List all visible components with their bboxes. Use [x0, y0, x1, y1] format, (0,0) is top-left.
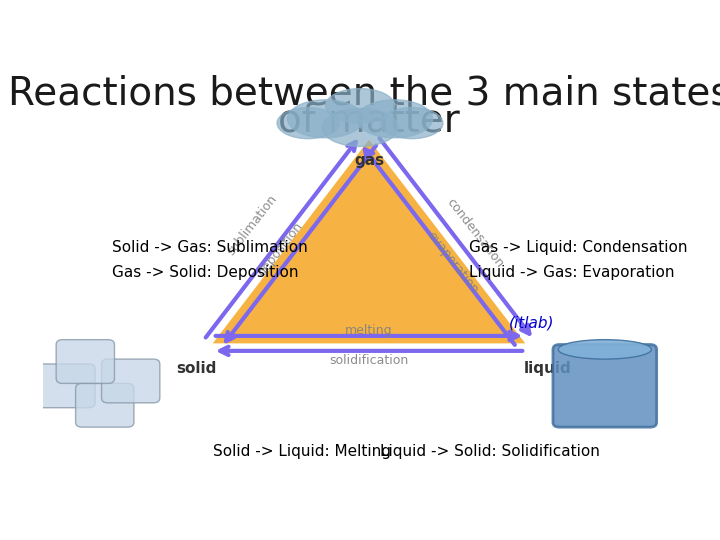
Text: solid: solid — [176, 361, 216, 376]
Text: Solid -> Gas: Sublimation: Solid -> Gas: Sublimation — [112, 240, 308, 255]
Text: liquid: liquid — [523, 361, 572, 376]
Text: Solid -> Liquid: Melting: Solid -> Liquid: Melting — [213, 444, 391, 459]
Text: sublimation: sublimation — [224, 192, 279, 258]
Text: solidification: solidification — [329, 354, 409, 367]
Circle shape — [322, 109, 398, 146]
FancyBboxPatch shape — [553, 345, 657, 427]
FancyBboxPatch shape — [76, 383, 134, 427]
Ellipse shape — [558, 340, 652, 359]
Text: of matter: of matter — [278, 102, 460, 140]
Text: Liquid -> Solid: Solidification: Liquid -> Solid: Solidification — [380, 444, 600, 459]
Circle shape — [356, 100, 433, 138]
FancyBboxPatch shape — [56, 340, 114, 383]
Circle shape — [287, 100, 364, 138]
Circle shape — [381, 107, 443, 139]
Circle shape — [277, 107, 339, 139]
Text: deposition: deposition — [255, 220, 305, 280]
FancyBboxPatch shape — [102, 359, 160, 403]
Text: melting: melting — [345, 325, 393, 338]
FancyBboxPatch shape — [37, 364, 95, 408]
Text: condensation: condensation — [444, 196, 506, 271]
Text: (itlab): (itlab) — [508, 315, 554, 330]
Text: gas: gas — [354, 153, 384, 168]
Polygon shape — [213, 140, 526, 343]
Text: Reactions between the 3 main states: Reactions between the 3 main states — [8, 75, 720, 113]
Text: Gas -> Liquid: Condensation: Gas -> Liquid: Condensation — [469, 240, 688, 255]
Text: Liquid -> Gas: Evaporation: Liquid -> Gas: Evaporation — [469, 265, 675, 280]
Text: evaporation: evaporation — [425, 229, 481, 296]
Text: Gas -> Solid: Deposition: Gas -> Solid: Deposition — [112, 265, 299, 280]
Circle shape — [325, 89, 395, 123]
